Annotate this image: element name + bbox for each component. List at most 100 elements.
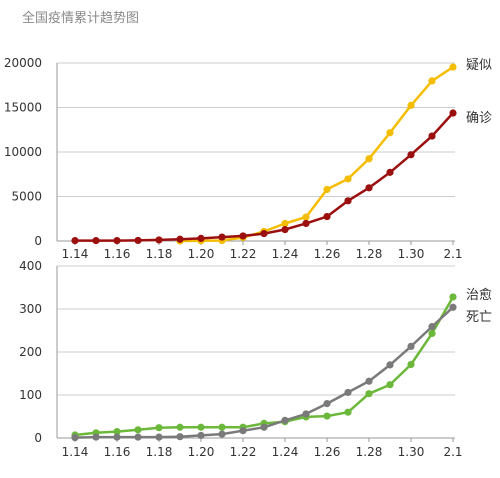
data-point (113, 433, 121, 441)
data-point (407, 342, 415, 351)
x-tick-label: 1.16 (104, 247, 131, 261)
data-point (197, 423, 205, 431)
data-point (407, 360, 415, 369)
data-point (197, 431, 205, 440)
data-point (449, 109, 457, 117)
x-tick-label: 1.30 (398, 247, 425, 261)
data-point (92, 237, 100, 245)
data-point (218, 430, 226, 438)
chart-title: 全国疫情累计趋势图 (22, 10, 139, 26)
data-point (365, 390, 373, 398)
data-point (134, 433, 142, 441)
data-point (260, 230, 268, 238)
x-tick-label: 1.14 (62, 247, 89, 261)
y-tick-label: 0 (34, 234, 42, 248)
data-point (134, 236, 142, 245)
data-point (71, 433, 79, 442)
x-tick-label: 1.30 (398, 445, 425, 459)
data-point (386, 168, 394, 176)
data-point (344, 197, 352, 205)
data-point (449, 293, 457, 301)
data-point (428, 323, 436, 331)
data-point (428, 329, 436, 338)
x-tick-label: 1.22 (230, 445, 257, 459)
data-point (218, 233, 226, 241)
data-point (323, 400, 331, 408)
x-tick-label: 1.14 (62, 445, 89, 459)
chart-cured-dead: 0 100 200 300 400 1.14 1.16 1.18 1.20 1.22 1.24 1.2… (19, 259, 492, 459)
data-point (134, 426, 142, 434)
series-line (75, 112, 454, 242)
data-point (365, 377, 373, 385)
x-tick-label: 1.26 (314, 247, 341, 261)
x-tick-label: 1.16 (104, 445, 131, 459)
y-tick-label: 10000 (4, 145, 42, 159)
x-tick-label: 1.20 (188, 247, 215, 261)
data-point (344, 388, 352, 397)
data-point (113, 236, 121, 245)
data-point (155, 433, 163, 441)
x-tick-label: 1.22 (230, 247, 257, 261)
x-tick-label: 1.18 (146, 445, 173, 459)
data-point (323, 212, 331, 221)
data-point (302, 219, 310, 228)
data-point (176, 235, 184, 243)
data-point (113, 427, 121, 436)
data-point (302, 410, 310, 418)
data-point (197, 234, 205, 243)
chart-suspected-confirmed: 0 5000 10000 15000 20000 1.14 1.16 1.18 1.20 1.22… (4, 56, 492, 261)
data-point (344, 408, 352, 416)
data-point (281, 225, 289, 234)
x-tick-label: 1.24 (272, 247, 299, 261)
data-point (386, 381, 394, 389)
series-label: 治愈 (466, 288, 492, 303)
data-point (155, 236, 163, 244)
data-point (71, 237, 79, 245)
y-tick-label: 300 (19, 302, 42, 316)
y-tick-label: 0 (34, 431, 42, 445)
series-label: 确诊 (466, 111, 492, 126)
data-point (386, 129, 394, 137)
data-point (281, 416, 289, 424)
data-point (449, 63, 457, 71)
data-point (281, 219, 289, 228)
data-point (365, 155, 373, 163)
data-point (344, 175, 352, 183)
data-point (365, 184, 373, 192)
y-tick-label: 400 (19, 259, 42, 273)
data-point (239, 232, 247, 240)
x-tick-label: 1.26 (314, 445, 341, 459)
x-tick-label: 1.18 (146, 247, 173, 261)
data-point (323, 412, 331, 420)
data-point (302, 213, 310, 221)
x-tick-label: 1.24 (272, 445, 299, 459)
series-line (74, 306, 454, 439)
y-tick-label: 100 (19, 388, 42, 402)
data-point (155, 424, 163, 432)
x-tick-label: 2.1 (443, 445, 462, 459)
data-point (386, 361, 394, 369)
x-tick-label: 1.20 (188, 445, 215, 459)
data-point (176, 433, 184, 441)
series-line (74, 296, 455, 437)
data-point (239, 427, 247, 435)
data-point (176, 423, 184, 431)
data-point (449, 303, 457, 311)
data-point (428, 132, 436, 140)
x-tick-label: 1.28 (356, 247, 383, 261)
y-tick-label: 200 (19, 345, 42, 359)
data-point (407, 101, 415, 109)
data-point (92, 433, 100, 441)
y-tick-label: 20000 (4, 56, 42, 70)
data-point (428, 77, 436, 85)
x-tick-label: 1.28 (356, 445, 383, 459)
series-label: 疑似 (466, 57, 492, 73)
series-label: 死亡 (466, 310, 492, 325)
data-point (260, 423, 268, 431)
data-point (323, 185, 331, 194)
data-point (407, 151, 415, 159)
y-tick-label: 15000 (4, 101, 42, 115)
data-point (218, 423, 226, 431)
x-tick-label: 2.1 (443, 247, 462, 261)
